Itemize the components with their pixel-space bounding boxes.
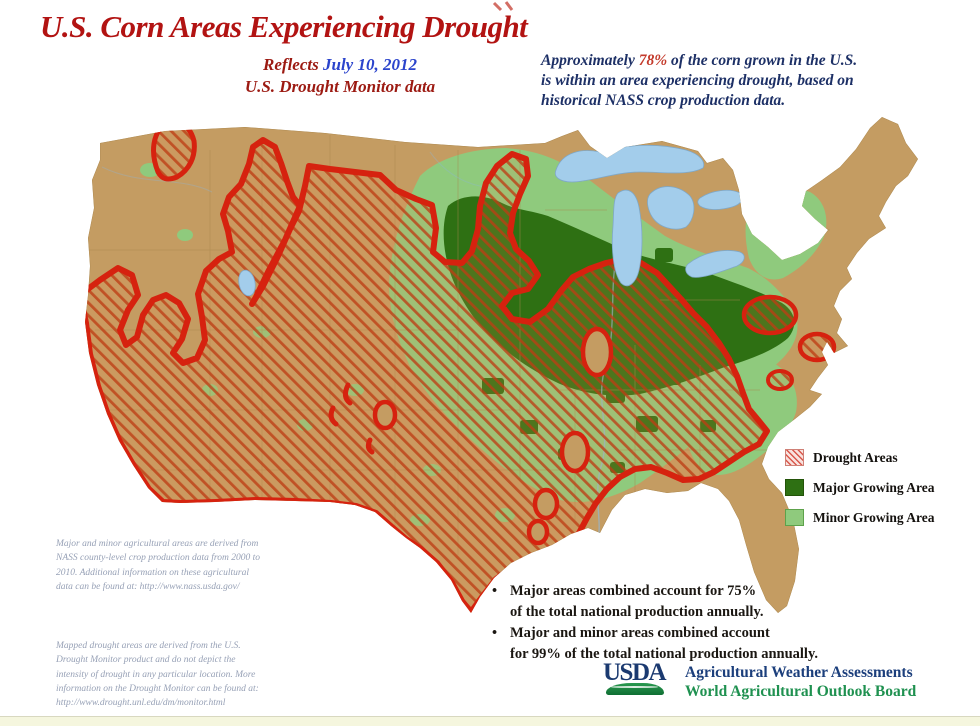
major-green-swatch <box>785 479 804 496</box>
source-note-agricultural: Major and minor agricultural areas are d… <box>56 539 260 592</box>
production-notes: • Major areas combined account for 75% o… <box>492 581 892 665</box>
drought-midatlantic-region-2 <box>797 331 837 363</box>
footer-org-lines: Agricultural Weather Assessments World A… <box>685 662 916 701</box>
usda-logo-text: USDA <box>603 659 667 686</box>
usda-field-swoosh-icon <box>606 683 664 695</box>
legend-item-major: Major Growing Area <box>785 479 935 496</box>
bullet-dot: • <box>492 625 498 641</box>
source-note-drought-monitor: Mapped drought areas are derived from th… <box>56 641 259 708</box>
footer-line-2: World Agricultural Outlook Board <box>685 683 917 700</box>
lake-huron <box>647 186 695 230</box>
drought-midatlantic-region-3 <box>766 369 794 391</box>
bullet-1: • Major areas combined account for 75% <box>492 581 892 602</box>
legend-label: Minor Growing Area <box>813 509 935 525</box>
footer-line-1: Agricultural Weather Assessments <box>685 664 913 681</box>
callout-line-3: historical NASS crop production data. <box>541 92 786 109</box>
bullet-2-line-2: for 99% of the total national production… <box>510 646 819 662</box>
drought-intensity-dabs <box>328 382 375 455</box>
callout-percent: 78% <box>638 52 668 69</box>
drought-hatch-swatch <box>785 449 804 466</box>
drought-midatlantic-region-1 <box>741 294 799 336</box>
drought-share-callout: Approximately 78% of the corn grown in t… <box>541 51 951 111</box>
legend-label: Major Growing Area <box>813 479 935 495</box>
map-legend: Drought Areas Major Growing Area Minor G… <box>785 449 935 526</box>
legend-item-drought: Drought Areas <box>785 449 935 466</box>
usda-logo: USDA <box>603 659 673 695</box>
callout-line1-rest: of the corn grown in the U.S. <box>671 52 858 69</box>
lake-erie <box>685 250 745 278</box>
bullet-2: • Major and minor areas combined account <box>492 623 892 644</box>
drought-exclusion-pockets <box>372 326 614 546</box>
bottom-edge-strip <box>0 716 980 726</box>
page-title: U.S. Corn Areas Experiencing Drought <box>40 9 528 44</box>
lake-michigan <box>611 189 643 287</box>
bullet-1-line-2: of the total national production annuall… <box>510 604 764 620</box>
subtitle: Reflects July 10, 2012 U.S. Drought Moni… <box>175 54 505 98</box>
legend-item-minor: Minor Growing Area <box>785 509 935 526</box>
callout-line-2: is within an area experiencing drought, … <box>541 72 854 89</box>
legend-label: Drought Areas <box>813 449 898 465</box>
bullet-dot: • <box>492 583 498 599</box>
great-salt-lake <box>238 269 256 297</box>
subtitle-reflects: Reflects <box>263 55 319 74</box>
bullet-2-line-1: Major and minor areas combined account <box>510 625 770 641</box>
drought-washington-region <box>151 118 197 182</box>
subtitle-line-2: U.S. Drought Monitor data <box>244 77 436 96</box>
lake-ontario <box>697 189 744 210</box>
top-edge-artifact <box>492 1 514 12</box>
callout-lead: Approximately <box>541 52 635 69</box>
minor-green-swatch <box>785 509 804 526</box>
callout-line-1: Approximately 78% of the corn grown in t… <box>541 51 951 71</box>
bullet-1-line-1: Major areas combined account for 75% <box>510 583 757 599</box>
usda-footer: USDA Agricultural Weather Assessments Wo… <box>603 659 916 701</box>
subtitle-line-1: Reflects July 10, 2012 <box>175 54 505 76</box>
subtitle-date: July 10, 2012 <box>322 55 417 74</box>
